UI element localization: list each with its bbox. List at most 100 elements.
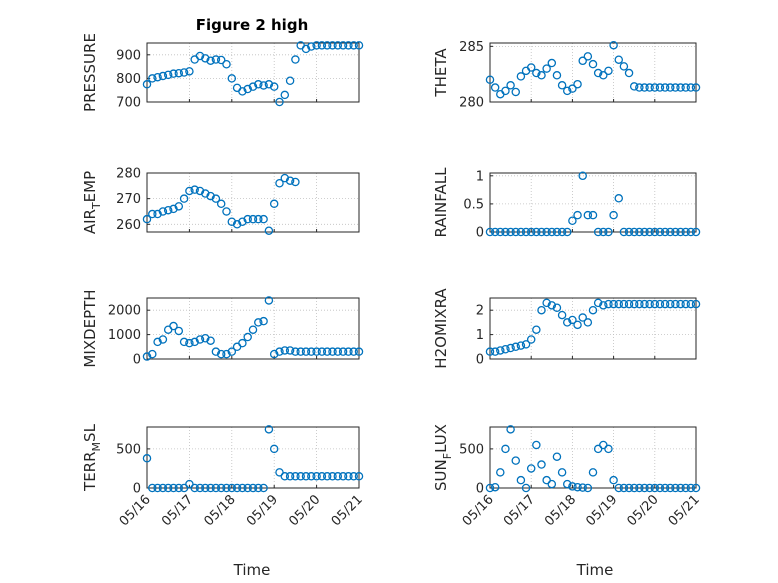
data-point	[676, 227, 685, 237]
data-point	[307, 42, 316, 51]
data-point	[532, 325, 541, 334]
data-point	[691, 227, 701, 237]
data-point	[148, 209, 157, 219]
data-point	[142, 214, 152, 224]
data-point	[485, 75, 495, 84]
data-point	[521, 483, 531, 493]
data-point	[614, 55, 624, 64]
data-point	[328, 41, 337, 50]
data-point	[666, 227, 675, 237]
data-point	[655, 83, 665, 92]
data-point	[490, 83, 500, 92]
data-point	[578, 171, 587, 181]
data-point	[624, 483, 634, 493]
data-point	[609, 40, 618, 50]
data-point	[211, 347, 221, 356]
data-point	[537, 460, 546, 469]
y-axis-label-text: H2OMIXRA	[432, 288, 450, 369]
data-point	[169, 483, 178, 493]
data-point	[153, 72, 162, 82]
data-point	[222, 349, 231, 359]
data-point	[583, 318, 593, 327]
y-axis-label: PRESSURE	[81, 33, 99, 112]
data-point	[532, 68, 541, 78]
data-point	[660, 483, 670, 493]
data-point	[542, 227, 551, 237]
data-point	[190, 185, 199, 194]
data-point	[655, 483, 665, 493]
x-tick-label: 05/20	[286, 492, 323, 529]
data-point	[338, 472, 348, 481]
data-point	[609, 475, 618, 485]
data-point	[254, 318, 263, 327]
y-tick-label: 1	[476, 328, 484, 343]
data-point	[222, 207, 231, 216]
data-point	[485, 347, 495, 356]
data-point	[259, 81, 268, 90]
data-point	[521, 340, 531, 349]
data-point	[312, 347, 321, 356]
data-point	[686, 227, 696, 237]
data-point	[216, 483, 226, 493]
data-point	[686, 483, 696, 493]
data-point	[511, 227, 521, 237]
data-point	[174, 326, 184, 336]
data-point	[264, 80, 274, 89]
data-point	[552, 227, 562, 237]
data-point	[206, 191, 215, 201]
data-point	[211, 55, 221, 64]
y-tick-label: 1	[476, 169, 484, 184]
data-point	[238, 338, 247, 348]
data-point	[174, 202, 184, 211]
data-point	[195, 483, 205, 493]
data-point	[542, 64, 551, 73]
data-point	[635, 227, 644, 237]
data-point	[563, 318, 572, 327]
data-point	[501, 227, 510, 237]
data-point	[501, 344, 510, 354]
data-point	[537, 305, 546, 315]
plot-area	[147, 298, 359, 359]
y-tick-label: 270	[116, 192, 141, 207]
data-point	[248, 483, 258, 493]
data-point	[496, 227, 505, 237]
data-point	[269, 444, 279, 454]
data-point	[552, 452, 562, 461]
data-point	[216, 199, 226, 209]
data-point	[317, 41, 327, 50]
data-point	[264, 296, 274, 305]
data-point	[301, 44, 311, 54]
data-point	[588, 305, 598, 315]
data-point	[354, 41, 364, 50]
data-point	[676, 483, 685, 493]
axes-box	[146, 297, 360, 360]
y-axis-label-text: RAINFALL	[432, 167, 450, 238]
data-point	[650, 483, 660, 493]
data-point	[148, 349, 157, 359]
data-point	[243, 214, 252, 224]
data-point	[604, 444, 613, 454]
data-point	[190, 483, 199, 493]
x-tick-label: 05/21	[666, 492, 703, 529]
data-point	[635, 483, 644, 493]
data-point	[280, 173, 290, 183]
data-point	[259, 316, 268, 326]
data-point	[254, 483, 263, 493]
data-point	[599, 227, 608, 237]
data-point	[179, 483, 189, 493]
data-point	[163, 483, 173, 493]
data-point	[312, 472, 321, 481]
data-point	[666, 483, 675, 493]
axes-box	[489, 426, 697, 489]
data-point	[301, 347, 311, 356]
data-point	[153, 209, 162, 219]
y-tick-label: 900	[116, 48, 141, 63]
data-point	[516, 341, 526, 350]
subplot-mixdepth: 0 1000 2000 MIXDEPTH	[81, 289, 364, 368]
data-point	[227, 483, 237, 493]
data-point	[681, 83, 690, 92]
data-point	[593, 298, 603, 308]
data-point	[573, 320, 582, 330]
data-point	[506, 81, 515, 90]
